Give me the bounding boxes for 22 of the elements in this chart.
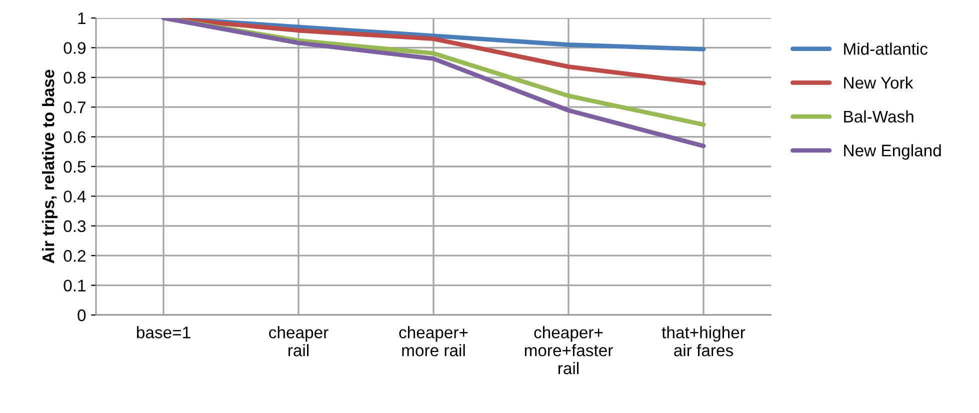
legend-label: New England <box>844 144 941 160</box>
y-tick-label: 0.3 <box>64 220 86 232</box>
legend-label: New York <box>844 76 914 89</box>
y-axis-title: Air trips, relative to base <box>42 70 58 264</box>
y-tick-label: 0.6 <box>64 131 86 144</box>
x-tick-label: base=1 <box>137 326 190 338</box>
x-tick-label: that+higher air fares <box>662 326 746 356</box>
legend-label: Mid-atlantic <box>844 42 928 55</box>
x-tick-label: cheaper+ more rail <box>399 326 468 356</box>
y-tick-label: 0.2 <box>64 250 86 262</box>
y-tick-label: 1 <box>78 12 86 24</box>
x-tick-label: cheaper rail <box>269 326 328 356</box>
line-series <box>161 18 706 148</box>
y-tick-label: 0.9 <box>64 42 86 54</box>
y-tick-label: 0.7 <box>64 102 86 114</box>
y-tick-label: 0 <box>78 309 86 322</box>
x-tick-label: cheaper+ more+faster rail <box>524 326 613 374</box>
legend-label: Bal-Wash <box>844 110 914 123</box>
y-tick-label: 0.1 <box>64 280 86 292</box>
y-tick-label: 0.5 <box>64 160 86 173</box>
y-tick-label: 0.4 <box>64 190 86 202</box>
y-tick-label: 0.8 <box>64 72 86 84</box>
